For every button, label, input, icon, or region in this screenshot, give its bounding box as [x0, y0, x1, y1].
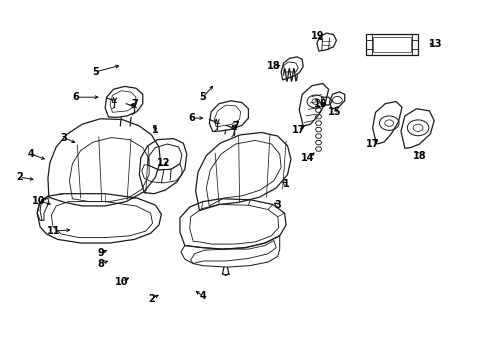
- Text: 10: 10: [32, 196, 46, 206]
- Text: 7: 7: [131, 99, 138, 109]
- Text: 5: 5: [199, 92, 206, 102]
- Text: 2: 2: [16, 172, 23, 182]
- Text: 17: 17: [365, 139, 379, 149]
- Text: 8: 8: [98, 258, 104, 269]
- Text: 11: 11: [47, 226, 61, 236]
- Text: 9: 9: [98, 248, 104, 258]
- Text: 18: 18: [412, 150, 426, 161]
- Text: 7: 7: [232, 121, 239, 131]
- Text: 3: 3: [60, 132, 67, 143]
- Text: 18: 18: [266, 60, 280, 71]
- Text: 15: 15: [327, 107, 341, 117]
- Text: 6: 6: [72, 92, 79, 102]
- Text: 13: 13: [427, 39, 441, 49]
- Text: 1: 1: [152, 125, 159, 135]
- Text: 1: 1: [282, 179, 289, 189]
- Text: 19: 19: [310, 31, 324, 41]
- Text: 14: 14: [301, 153, 314, 163]
- Text: 17: 17: [291, 125, 305, 135]
- Text: 16: 16: [313, 99, 326, 109]
- Text: 4: 4: [27, 149, 34, 159]
- Text: 2: 2: [148, 294, 155, 304]
- Text: 12: 12: [157, 158, 170, 168]
- Text: 6: 6: [188, 113, 195, 123]
- Text: 3: 3: [274, 200, 281, 210]
- Text: 10: 10: [114, 276, 128, 287]
- Text: 5: 5: [92, 67, 99, 77]
- Text: 4: 4: [199, 291, 206, 301]
